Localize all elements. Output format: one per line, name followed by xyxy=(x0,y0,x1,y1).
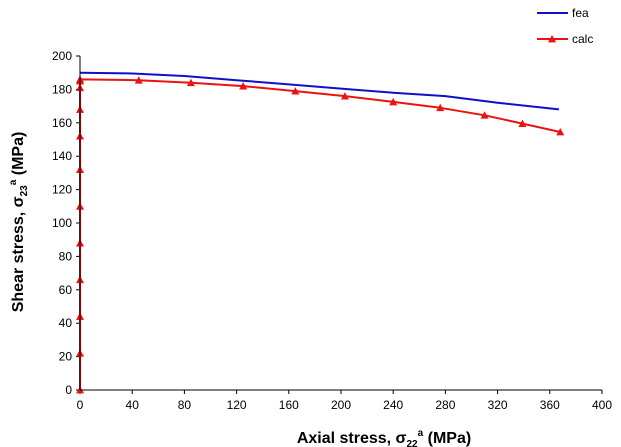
data-point-calc xyxy=(239,82,248,90)
y-axis-title-prefix: Shear stress, xyxy=(10,207,27,312)
legend-marker-calc xyxy=(548,35,556,43)
x-tick-label: 320 xyxy=(488,398,508,412)
y-axis-title-sub: 23 xyxy=(19,185,30,197)
x-tick-label: 120 xyxy=(227,398,247,412)
y-tick-label: 160 xyxy=(52,116,72,130)
legend-label-fea: fea xyxy=(572,6,589,20)
plot-area xyxy=(76,71,565,394)
x-axis-title-symbol: σ xyxy=(396,430,407,447)
x-axis-title: Axial stress, σ22a (MPa) xyxy=(297,428,471,447)
data-point-calc xyxy=(134,76,143,84)
y-axis-title-symbol: σ xyxy=(10,196,27,207)
data-point-calc xyxy=(556,127,565,136)
y-tick-label: 100 xyxy=(52,216,72,230)
data-point-calc xyxy=(436,103,445,112)
y-axis-ticks: 0 20 40 60 80 100 120 140 160 180 200 xyxy=(52,49,80,397)
y-tick-label: 120 xyxy=(52,183,72,197)
y-tick-label: 80 xyxy=(59,249,73,263)
y-tick-label: 200 xyxy=(52,49,72,63)
legend: fea calc xyxy=(537,6,593,46)
data-point-calc xyxy=(291,87,300,95)
x-tick-label: 160 xyxy=(279,398,299,412)
x-tick-label: 240 xyxy=(383,398,403,412)
x-tick-label: 360 xyxy=(540,398,560,412)
y-tick-label: 40 xyxy=(59,316,73,330)
x-tick-label: 0 xyxy=(77,398,84,412)
x-axis-title-suffix: (MPa) xyxy=(423,430,471,447)
y-tick-label: 140 xyxy=(52,149,72,163)
data-point-calc xyxy=(186,78,195,87)
series-line-calc xyxy=(79,78,561,390)
x-tick-label: 200 xyxy=(331,398,351,412)
x-axis-ticks: 0 40 80 120 160 200 240 280 320 360 400 xyxy=(77,390,612,412)
x-tick-label: 40 xyxy=(126,398,140,412)
y-tick-label: 60 xyxy=(59,283,73,297)
legend-label-calc: calc xyxy=(572,32,593,46)
y-axis-title: Shear stress, σ23a (MPa) xyxy=(8,132,30,313)
x-tick-label: 80 xyxy=(178,398,192,412)
series-line-fea xyxy=(79,71,560,111)
x-axis-title-sup: a xyxy=(418,428,424,439)
y-axis-title-suffix: (MPa) xyxy=(10,132,27,180)
data-point-calc xyxy=(340,92,349,100)
x-axis-title-prefix: Axial stress, xyxy=(297,430,396,447)
data-point-calc xyxy=(518,119,527,128)
y-tick-label: 180 xyxy=(52,82,72,96)
y-tick-label: 0 xyxy=(65,383,72,397)
x-tick-label: 280 xyxy=(435,398,455,412)
y-axis-title-sup: a xyxy=(8,179,19,185)
x-tick-label: 400 xyxy=(592,398,612,412)
y-tick-label: 20 xyxy=(59,350,73,364)
x-axis-title-sub: 22 xyxy=(407,439,419,447)
data-point-calc xyxy=(389,97,398,106)
data-point-calc xyxy=(480,111,489,119)
